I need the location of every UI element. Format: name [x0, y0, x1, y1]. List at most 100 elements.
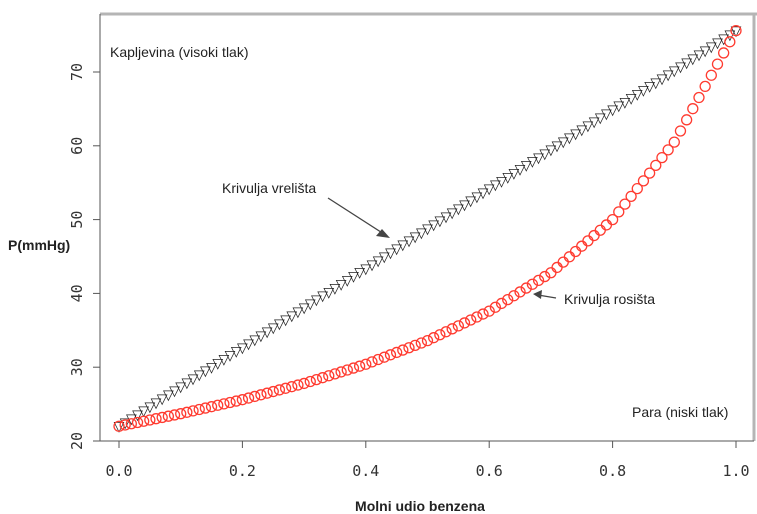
dew-curve-point — [526, 278, 539, 290]
x-tick-label: 0.2 — [229, 462, 256, 480]
boiling-curve-point: ▽ — [299, 300, 310, 316]
y-tick-label: 70 — [68, 63, 86, 81]
dew-curve-point — [131, 416, 144, 429]
vapor-region-label: Para (niski tlak) — [632, 404, 728, 420]
dew-curve-point — [347, 362, 360, 374]
dew-curve-point — [218, 398, 230, 410]
x-axis-title: Molni udio benzena — [355, 498, 485, 514]
dew-curve-point — [249, 390, 261, 403]
boiling-curve-point: ▽ — [515, 162, 526, 178]
dew-curve-point — [187, 405, 199, 417]
boiling-curve-point: ▽ — [434, 213, 445, 229]
boiling-curve-label: Krivulja vrelišta — [222, 180, 316, 196]
boiling-curve-point: ▽ — [416, 225, 427, 241]
liquid-region-label: Kapljevina (visoki tlak) — [110, 44, 249, 60]
dew-curve-point — [619, 198, 631, 210]
dew-curve-point — [656, 151, 668, 164]
boiling-curve-point: ▽ — [280, 312, 291, 328]
dew-curve-point — [286, 381, 298, 393]
boiling-curve-point: ▽ — [391, 241, 402, 257]
boiling-curve-point: ▽ — [157, 391, 168, 407]
dew-curve-point — [440, 326, 452, 338]
dew-curve-point — [489, 301, 502, 313]
dew-curve-point — [711, 58, 724, 70]
dew-curve-point — [471, 311, 483, 323]
dew-curve-point — [224, 396, 236, 409]
boiling-curve-point: ▽ — [151, 395, 162, 411]
dew-curve-point — [267, 385, 279, 398]
dew-curve-point — [292, 379, 304, 391]
x-tick-label: 0.4 — [352, 462, 379, 480]
dew-curve-point — [156, 411, 168, 424]
dew-curve-point — [428, 332, 440, 344]
boiling-curve-point: ▽ — [268, 320, 279, 336]
boiling-curve-point: ▽ — [471, 190, 482, 206]
boiling-curve-point: ▽ — [595, 111, 606, 127]
boiling-curve-point: ▽ — [558, 135, 569, 151]
dew-curve-point — [360, 358, 372, 370]
y-tick-label: 60 — [68, 137, 86, 155]
boiling-curve-point: ▽ — [311, 293, 322, 309]
dew-curve-point — [502, 293, 514, 306]
dew-curve-point — [434, 329, 446, 341]
boiling-curve-point: ▽ — [638, 83, 649, 99]
dew-curve-point — [557, 256, 569, 268]
boiling-curve-point: ▽ — [508, 166, 519, 182]
dew-curve-point — [508, 290, 520, 302]
dew-curve-point — [125, 418, 137, 430]
boiling-curve-point: ▽ — [564, 131, 575, 147]
boiling-curve-point: ▽ — [490, 178, 501, 194]
dew-curve-point — [637, 175, 650, 187]
dew-curve-point — [631, 182, 643, 195]
dew-curve-point — [298, 377, 310, 390]
boiling-curve-point: ▽ — [663, 67, 674, 83]
dew-curve-point — [415, 337, 427, 349]
dew-curve-point — [205, 401, 218, 413]
dew-curve-point — [236, 394, 249, 406]
y-axis-title: P(mmHg) — [8, 237, 70, 253]
boiling-curve-point: ▽ — [731, 24, 742, 40]
dew-curve-series — [113, 25, 742, 432]
boiling-curve-point: ▽ — [700, 44, 711, 60]
boiling-curve-point: ▽ — [175, 379, 186, 395]
dew-curve-point — [693, 91, 705, 104]
dew-curve-point — [341, 364, 353, 376]
dew-curve-point — [730, 25, 742, 37]
x-tick-label: 0.0 — [105, 462, 132, 480]
boiling-curve-point: ▽ — [496, 174, 507, 190]
dew-curve-point — [606, 213, 619, 226]
boiling-curve-point: ▽ — [286, 308, 297, 324]
dew-curve-point — [230, 395, 242, 407]
boiling-curve-point: ▽ — [681, 56, 692, 72]
dew-curve-point — [613, 206, 625, 218]
boiling-curve-point: ▽ — [447, 206, 458, 222]
boiling-curve-point: ▽ — [422, 221, 433, 237]
x-tick-label: 1.0 — [722, 462, 749, 480]
y-tick-label: 40 — [68, 284, 86, 302]
boiling-curve-point: ▽ — [465, 194, 476, 210]
boiling-curve-point: ▽ — [626, 91, 637, 107]
dew-curve-point — [390, 346, 403, 359]
boiling-curve-point: ▽ — [354, 265, 365, 281]
dew-curve-point — [316, 372, 329, 384]
boiling-curve-point: ▽ — [367, 257, 378, 273]
boiling-curve-point: ▽ — [194, 368, 205, 384]
x-axis: 0.0 0.2 0.4 0.6 0.8 1.0 — [105, 441, 750, 480]
dew-curve-point — [520, 282, 532, 294]
dew-curve-point — [718, 47, 730, 59]
dew-curve-point — [353, 360, 366, 372]
y-tick-label: 20 — [68, 432, 86, 450]
boiling-curve-point: ▽ — [330, 281, 341, 297]
dew-curve-point — [199, 402, 212, 414]
dew-curve-point — [600, 219, 613, 231]
boiling-curve-point: ▽ — [613, 99, 624, 115]
dew-curve-point — [181, 406, 193, 418]
boiling-curve-point: ▽ — [687, 52, 698, 68]
y-tick-label: 50 — [68, 211, 86, 229]
boiling-curve-point: ▽ — [373, 253, 384, 269]
boiling-curve-point: ▽ — [576, 123, 587, 139]
boiling-curve-point: ▽ — [601, 107, 612, 123]
boiling-curve-point: ▽ — [262, 324, 273, 340]
dew-curve-point — [372, 353, 384, 366]
